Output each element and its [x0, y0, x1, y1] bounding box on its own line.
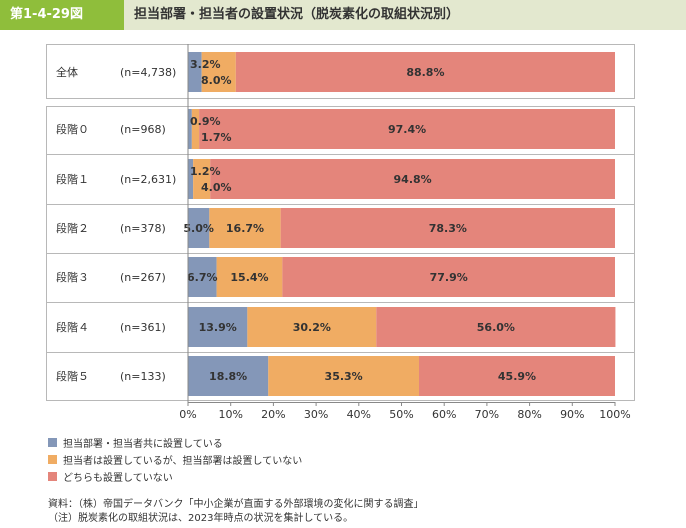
bar-segment — [193, 159, 211, 199]
data-label: 4.0% — [201, 181, 232, 194]
data-label: 30.2% — [293, 321, 331, 334]
bar-segment — [268, 356, 420, 396]
sample-size-label: (n=4,738) — [120, 66, 176, 79]
legend-label-person-only: 担当者は設置しているが、担当部署は設置していない — [63, 456, 303, 467]
legend-item-person-only: 担当者は設置しているが、担当部署は設置していない — [48, 451, 302, 468]
legend-item-both: 担当部署・担当者共に設置している — [48, 434, 302, 451]
bar-segment — [188, 109, 192, 149]
x-tick-label: 50% — [389, 408, 413, 421]
data-label: 16.7% — [226, 222, 264, 235]
sample-size-label: (n=378) — [120, 222, 166, 235]
sample-size-label: (n=133) — [120, 370, 166, 383]
x-tick-label: 90% — [560, 408, 584, 421]
bar-segment — [210, 159, 616, 199]
bar-segment — [282, 257, 615, 297]
data-label: 77.9% — [430, 271, 468, 284]
bar-segment — [201, 52, 236, 92]
chart-legend: 担当部署・担当者共に設置している 担当者は設置しているが、担当部署は設置していな… — [48, 434, 302, 485]
data-label: 35.3% — [325, 370, 363, 383]
category-label: 全体 — [56, 65, 78, 79]
category-label: 段階５ — [56, 369, 89, 383]
x-tick-label: 10% — [218, 408, 242, 421]
data-label: 15.4% — [230, 271, 268, 284]
category-label: 段階４ — [56, 320, 89, 334]
data-label: 18.8% — [209, 370, 247, 383]
data-label: 97.4% — [388, 123, 426, 136]
x-tick-label: 30% — [304, 408, 328, 421]
legend-swatch-person-only — [48, 455, 57, 464]
data-label: 1.2% — [190, 165, 221, 178]
figure-title: 担当部署・担当者の設置状況（脱炭素化の取組状況別） — [134, 7, 460, 22]
figure-header: 第1-4-29図 担当部署・担当者の設置状況（脱炭素化の取組状況別） — [0, 0, 686, 30]
bar-segment — [188, 307, 248, 347]
note-text: （注）脱炭素化の取組状況は、2023年時点の状況を集計している。 — [48, 513, 354, 524]
data-label: 3.2% — [190, 58, 221, 71]
data-label: 88.8% — [406, 66, 444, 79]
legend-label-neither: どちらも設置していない — [63, 473, 173, 484]
row-frame-total — [46, 44, 635, 99]
bar-segment — [188, 257, 217, 297]
bar-segment — [235, 52, 615, 92]
bar-segment — [209, 208, 281, 248]
data-label: 1.7% — [201, 131, 232, 144]
data-label: 94.8% — [394, 173, 432, 186]
bar-segment — [188, 356, 269, 396]
data-label: 6.7% — [187, 271, 218, 284]
data-label: 5.0% — [183, 222, 214, 235]
sample-size-label: (n=267) — [120, 271, 166, 284]
data-label: 56.0% — [477, 321, 515, 334]
legend-swatch-neither — [48, 472, 57, 481]
x-tick-label: 100% — [599, 408, 630, 421]
sample-size-label: (n=968) — [120, 123, 166, 136]
source-text: 資料：（株）帝国データバンク「中小企業が直面する外部環境の変化に関する調査」 — [48, 499, 424, 510]
bar-segment — [188, 208, 210, 248]
sample-size-label: (n=2,631) — [120, 173, 176, 186]
x-tick-label: 70% — [475, 408, 499, 421]
bar-segment — [376, 307, 616, 347]
row-frame-stages — [46, 106, 635, 401]
data-label: 45.9% — [498, 370, 536, 383]
data-label: 8.0% — [201, 74, 232, 87]
stacked-bar-chart: 全体 (n=4,738) 段階０ (n=968) 段階１ (n=2,631) 段階２ (n=3… — [46, 44, 635, 421]
x-tick-label: 0% — [179, 408, 196, 421]
source-notes: 資料：（株）帝国データバンク「中小企業が直面する外部環境の変化に関する調査」 （… — [48, 498, 424, 526]
bar-segment — [199, 109, 616, 149]
figure-number: 第1-4-29図 — [0, 0, 124, 30]
bar-segment — [280, 208, 615, 248]
x-tick-label: 20% — [261, 408, 285, 421]
x-tick-label: 40% — [347, 408, 371, 421]
bar-segment — [191, 109, 200, 149]
data-label: 13.9% — [199, 321, 237, 334]
category-label: 段階１ — [56, 172, 89, 186]
bar-segment — [419, 356, 615, 396]
x-tick-label: 60% — [432, 408, 456, 421]
legend-label-both: 担当部署・担当者共に設置している — [63, 439, 223, 450]
sample-size-label: (n=361) — [120, 321, 166, 334]
data-label: 0.9% — [190, 115, 221, 128]
bar-segment — [188, 159, 194, 199]
category-label: 段階２ — [56, 221, 89, 235]
data-label: 78.3% — [429, 222, 467, 235]
bar-segment — [216, 257, 283, 297]
legend-swatch-both — [48, 438, 57, 447]
category-label: 段階０ — [56, 122, 89, 136]
legend-item-neither: どちらも設置していない — [48, 468, 302, 485]
bar-segment — [247, 307, 377, 347]
bar-segment — [188, 52, 202, 92]
x-tick-label: 80% — [517, 408, 541, 421]
category-label: 段階３ — [56, 270, 89, 284]
